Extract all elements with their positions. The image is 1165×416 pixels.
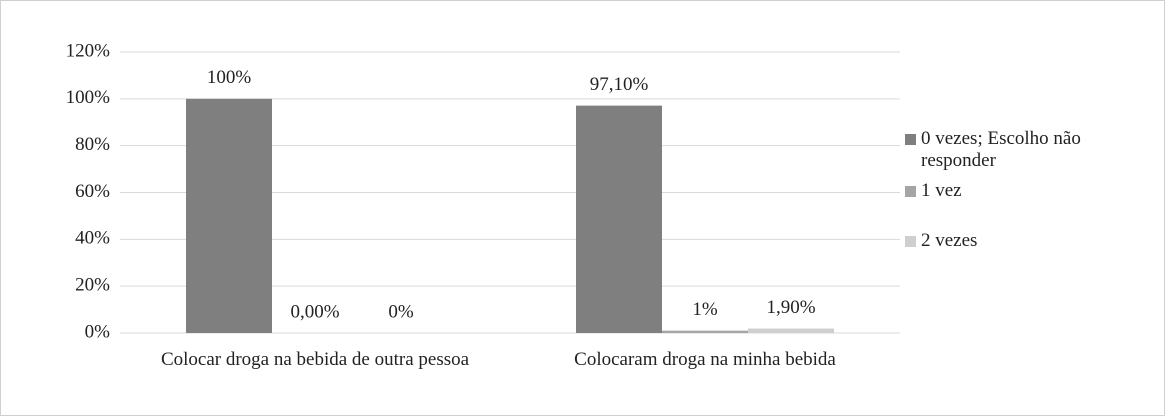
legend-label: 1 vez bbox=[921, 180, 962, 201]
legend: 0 vezes; Escolho não responder 1 vez 2 vez… bbox=[905, 128, 1155, 260]
bar bbox=[748, 328, 834, 333]
x-tick-label: Colocar droga na bebida de outra pessoa bbox=[160, 349, 470, 370]
data-label: 1% bbox=[692, 299, 718, 320]
legend-label: 2 vezes bbox=[921, 230, 978, 251]
y-tick-label: 40% bbox=[75, 228, 110, 249]
bar bbox=[576, 105, 662, 333]
data-label: 97,10% bbox=[590, 74, 649, 95]
legend-swatch bbox=[905, 236, 916, 247]
y-tick-label: 100% bbox=[66, 87, 111, 108]
x-tick-label: Colocaram droga na minha bebida bbox=[574, 349, 836, 370]
data-label: 0,00% bbox=[290, 301, 339, 322]
legend-item: 1 vez bbox=[905, 180, 1155, 202]
y-tick-label: 0% bbox=[85, 321, 111, 342]
y-tick-label: 60% bbox=[75, 181, 110, 202]
legend-swatch bbox=[905, 186, 916, 197]
bar bbox=[662, 330, 748, 333]
data-label: 1,90% bbox=[766, 297, 815, 318]
data-label: 100% bbox=[207, 67, 252, 88]
y-tick-label: 20% bbox=[75, 275, 110, 296]
bar bbox=[186, 98, 272, 333]
legend-item: 2 vezes bbox=[905, 230, 1155, 252]
legend-item: 0 vezes; Escolho não responder bbox=[905, 128, 1155, 172]
legend-label: 0 vezes; Escolho não responder bbox=[921, 128, 1081, 171]
y-tick-label: 80% bbox=[75, 134, 110, 155]
legend-swatch bbox=[905, 134, 916, 145]
y-tick-label: 120% bbox=[66, 40, 111, 61]
data-label: 0% bbox=[388, 301, 414, 322]
